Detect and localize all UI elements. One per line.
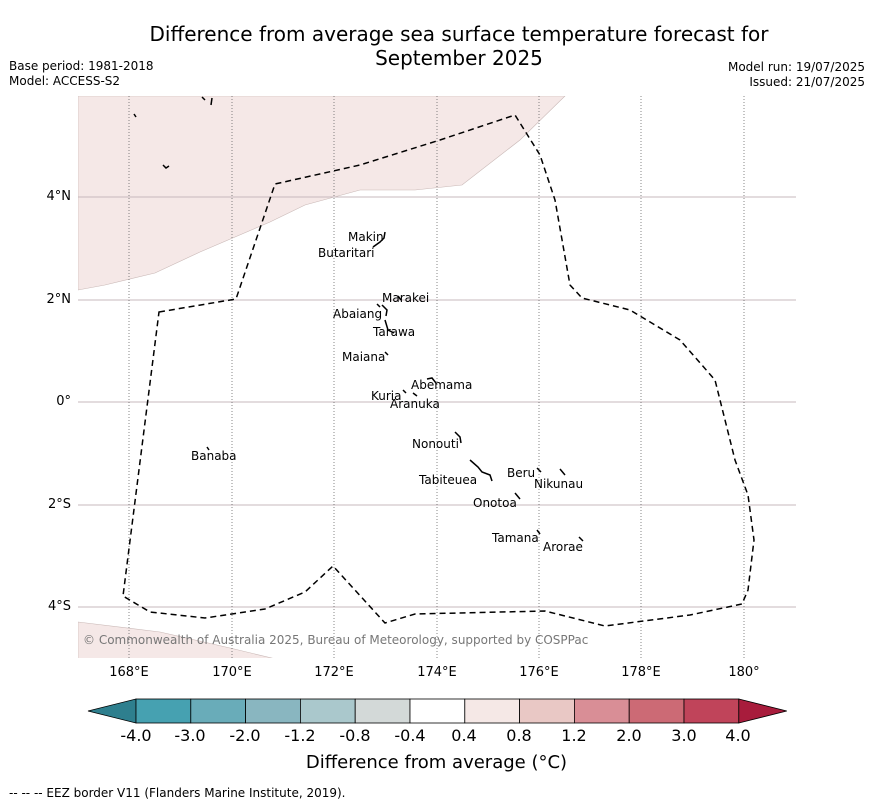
issued-date: Issued: 21/07/2025 — [749, 75, 865, 89]
island-label-tarawa: Tarawa — [373, 325, 416, 339]
map-frame — [78, 96, 796, 658]
eez-border — [122, 114, 755, 627]
colorbar-label: -2.0 — [229, 726, 261, 745]
meta-left: Base period: 1981-2018 Model: ACCESS-S2 — [9, 59, 154, 89]
base-period: Base period: 1981-2018 — [9, 59, 154, 73]
colorbar-label: 2.0 — [616, 726, 642, 745]
colorbar-label: -0.8 — [339, 726, 371, 745]
island-label-marakei: Marakei — [382, 291, 430, 305]
copyright-notice: © Commonwealth of Australia 2025, Bureau… — [83, 633, 589, 647]
colorbar-cell — [464, 698, 520, 724]
lon-label-180: 180° — [728, 665, 760, 680]
lon-label-168e: 168°E — [109, 665, 149, 680]
lon-label-170e: 170°E — [212, 665, 252, 680]
colorbar-cell — [574, 698, 630, 724]
colorbar — [87, 698, 787, 724]
lon-label-172e: 172°E — [314, 665, 354, 680]
island-label-tamana: Tamana — [492, 531, 539, 545]
colorbar-cell — [354, 698, 411, 724]
map-title: Difference from average sea surface temp… — [0, 22, 873, 70]
colorbar-label: 4.0 — [725, 726, 751, 745]
lat-label-2n: 2°N — [46, 292, 72, 307]
island-label-maiana: Maiana — [342, 350, 386, 364]
lon-label-178e: 178°E — [621, 665, 661, 680]
land-area-north — [78, 96, 566, 291]
colorbar-label: -3.0 — [174, 726, 206, 745]
model-run: Model run: 19/07/2025 — [727, 60, 865, 74]
colorbar-cell — [519, 698, 575, 724]
lon-label-176e: 176°E — [519, 665, 559, 680]
longitude-gridlines — [128, 96, 745, 658]
colorbar-label: 1.2 — [561, 726, 587, 745]
island-label-abemama: Abemama — [411, 378, 473, 392]
island-label-nikunau: Nikunau — [534, 477, 584, 491]
colorbar-label: 3.0 — [671, 726, 697, 745]
colorbar-cell — [409, 698, 466, 724]
lat-label-4n: 4°N — [46, 189, 72, 204]
meta-right: Model run: 19/07/2025 Issued: 21/07/2025 — [728, 60, 865, 90]
colorbar-cell — [245, 698, 301, 724]
island-label-butaritari: Butaritari — [318, 246, 375, 260]
colorbar-cell — [135, 698, 192, 724]
island-label-makin: Makin — [348, 230, 384, 244]
island-label-aranuka: Aranuka — [390, 397, 440, 411]
title-line-1: Difference from average sea surface temp… — [149, 22, 769, 46]
lat-label-2s: 2°S — [47, 497, 71, 512]
colorbar-cell — [683, 698, 740, 724]
island-label-beru: Beru — [507, 466, 536, 480]
colorbar-extend-high — [738, 698, 787, 724]
colorbar-label: 0.8 — [506, 726, 532, 745]
island-label-abaiang: Abaiang — [333, 307, 383, 321]
island-label-banaba: Banaba — [191, 449, 237, 463]
island-label-arorae: Arorae — [543, 540, 583, 554]
colorbar-cell — [299, 698, 356, 724]
colorbar-label: -1.2 — [284, 726, 316, 745]
land-area-south — [78, 621, 273, 658]
model-name: Model: ACCESS-S2 — [9, 74, 121, 88]
lon-label-174e: 174°E — [417, 665, 457, 680]
island-label-onotoa: Onotoa — [473, 496, 517, 510]
colorbar-cell — [628, 698, 685, 724]
eez-footnote: -- -- -- EEZ border V11 (Flanders Marine… — [9, 786, 346, 800]
lat-label-0: 0° — [56, 394, 71, 409]
lat-label-4s: 4°S — [47, 599, 71, 614]
island-label-kuria: Kuria — [371, 389, 402, 403]
island-label-tabiteuea: Tabiteuea — [419, 473, 478, 487]
title-line-2: September 2025 — [375, 46, 543, 70]
colorbar-label: 0.4 — [451, 726, 477, 745]
colorbar-label: -0.4 — [394, 726, 426, 745]
island-shapes — [133, 96, 584, 542]
colorbar-extend-low — [87, 698, 137, 724]
colorbar-cells — [87, 698, 787, 724]
island-label-nonouti: Nonouti — [412, 437, 459, 451]
colorbar-cell — [190, 698, 247, 724]
colorbar-label: -4.0 — [120, 726, 152, 745]
colorbar-title: Difference from average (°C) — [305, 752, 568, 773]
